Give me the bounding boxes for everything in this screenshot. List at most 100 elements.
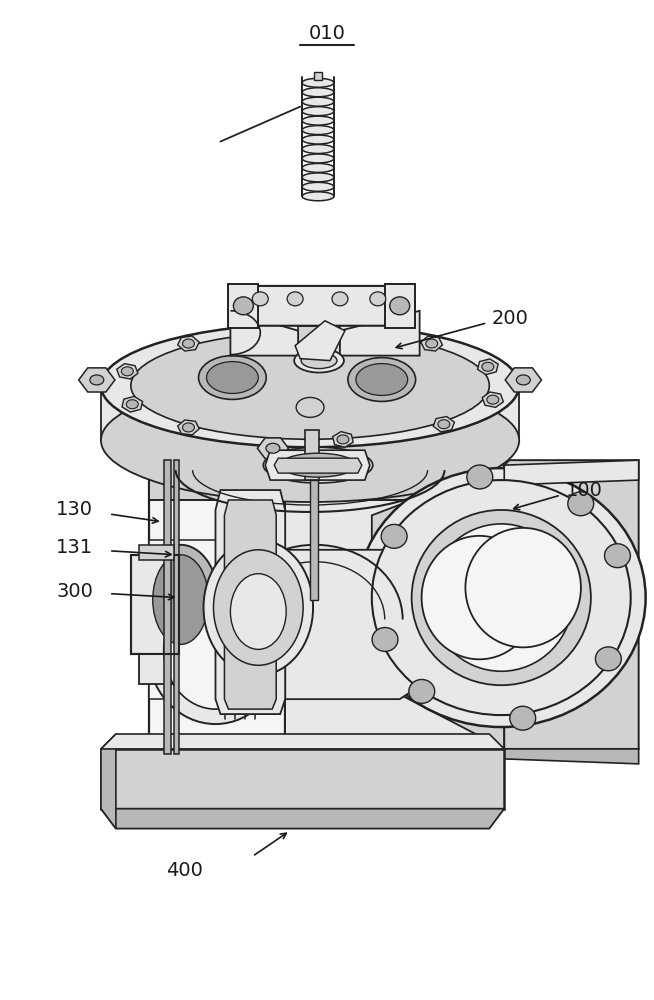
Polygon shape xyxy=(285,465,504,749)
Text: 100: 100 xyxy=(566,481,603,500)
Polygon shape xyxy=(178,420,199,435)
Ellipse shape xyxy=(230,574,286,649)
Ellipse shape xyxy=(302,78,334,87)
Ellipse shape xyxy=(467,465,492,489)
Polygon shape xyxy=(421,336,443,351)
Polygon shape xyxy=(101,734,504,749)
Bar xyxy=(131,555,179,654)
Text: 300: 300 xyxy=(56,582,93,601)
Ellipse shape xyxy=(302,154,334,163)
Polygon shape xyxy=(340,311,420,356)
Text: 130: 130 xyxy=(56,500,93,519)
Polygon shape xyxy=(285,550,430,699)
Polygon shape xyxy=(385,284,415,328)
Polygon shape xyxy=(482,392,504,407)
Polygon shape xyxy=(298,326,340,361)
Polygon shape xyxy=(301,323,320,339)
Polygon shape xyxy=(148,465,285,749)
Ellipse shape xyxy=(90,375,104,385)
Ellipse shape xyxy=(207,362,258,393)
Polygon shape xyxy=(122,396,143,412)
Bar xyxy=(139,654,174,684)
Ellipse shape xyxy=(595,647,621,671)
Ellipse shape xyxy=(411,510,591,685)
Polygon shape xyxy=(506,368,542,392)
Polygon shape xyxy=(274,458,362,473)
Bar xyxy=(164,460,171,754)
Ellipse shape xyxy=(126,400,138,409)
Ellipse shape xyxy=(233,297,253,315)
Ellipse shape xyxy=(143,545,218,654)
Polygon shape xyxy=(333,432,353,447)
Polygon shape xyxy=(295,321,345,361)
Ellipse shape xyxy=(101,324,519,447)
Polygon shape xyxy=(504,460,639,749)
Text: 010: 010 xyxy=(309,24,345,43)
Ellipse shape xyxy=(131,332,489,439)
Polygon shape xyxy=(101,385,519,440)
Polygon shape xyxy=(258,312,288,333)
Polygon shape xyxy=(230,311,298,356)
Bar xyxy=(174,460,179,754)
Polygon shape xyxy=(314,72,322,80)
Polygon shape xyxy=(148,465,504,500)
Ellipse shape xyxy=(568,492,594,516)
Polygon shape xyxy=(178,336,199,351)
Polygon shape xyxy=(258,438,288,459)
Polygon shape xyxy=(215,490,285,714)
Ellipse shape xyxy=(482,362,494,371)
Ellipse shape xyxy=(182,423,194,432)
Polygon shape xyxy=(148,540,285,699)
Ellipse shape xyxy=(381,524,407,548)
Ellipse shape xyxy=(294,349,344,373)
Polygon shape xyxy=(101,734,116,829)
Ellipse shape xyxy=(302,97,334,106)
Ellipse shape xyxy=(266,318,280,328)
Ellipse shape xyxy=(302,135,334,144)
Polygon shape xyxy=(230,286,415,326)
Ellipse shape xyxy=(509,706,536,730)
Bar xyxy=(310,480,318,600)
Ellipse shape xyxy=(332,292,348,306)
Ellipse shape xyxy=(264,447,373,483)
Ellipse shape xyxy=(302,173,334,182)
Text: 400: 400 xyxy=(165,861,203,880)
Ellipse shape xyxy=(182,339,194,348)
Ellipse shape xyxy=(430,524,573,671)
Ellipse shape xyxy=(304,326,316,335)
Ellipse shape xyxy=(213,550,303,665)
Ellipse shape xyxy=(301,353,337,369)
Text: 200: 200 xyxy=(491,309,528,328)
Polygon shape xyxy=(266,450,370,480)
Ellipse shape xyxy=(302,88,334,97)
Ellipse shape xyxy=(466,528,581,647)
Ellipse shape xyxy=(252,292,268,306)
Polygon shape xyxy=(228,284,258,328)
Ellipse shape xyxy=(372,628,398,651)
Ellipse shape xyxy=(302,145,334,153)
Ellipse shape xyxy=(409,679,435,703)
Ellipse shape xyxy=(302,107,334,116)
Ellipse shape xyxy=(438,420,450,429)
Polygon shape xyxy=(101,809,504,829)
Ellipse shape xyxy=(422,536,537,659)
Ellipse shape xyxy=(199,356,266,399)
Ellipse shape xyxy=(302,116,334,125)
Ellipse shape xyxy=(287,292,303,306)
Ellipse shape xyxy=(356,364,407,395)
Ellipse shape xyxy=(266,443,280,453)
Text: 131: 131 xyxy=(56,538,94,557)
Ellipse shape xyxy=(302,163,334,172)
Ellipse shape xyxy=(296,397,324,417)
Ellipse shape xyxy=(370,292,386,306)
Polygon shape xyxy=(504,749,639,764)
Ellipse shape xyxy=(203,540,313,675)
Ellipse shape xyxy=(164,590,267,709)
Polygon shape xyxy=(117,364,138,379)
Polygon shape xyxy=(433,417,455,432)
Ellipse shape xyxy=(153,555,209,644)
Ellipse shape xyxy=(390,297,409,315)
Ellipse shape xyxy=(101,379,519,502)
Polygon shape xyxy=(78,368,115,392)
Ellipse shape xyxy=(517,375,530,385)
